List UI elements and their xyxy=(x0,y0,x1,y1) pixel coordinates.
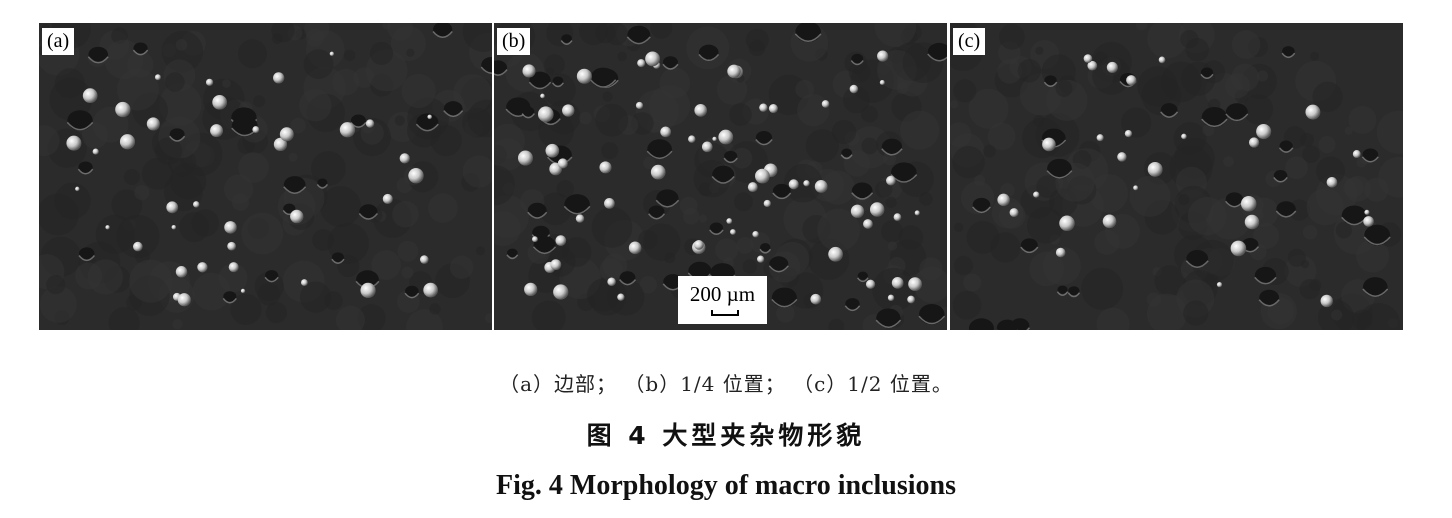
panel-label-a: (a) xyxy=(42,28,75,55)
panel-label-c: (c) xyxy=(953,28,986,55)
figure-caption-chinese: 图 4 大型夹杂物形貌 xyxy=(586,421,866,450)
sem-image-half: (c) xyxy=(950,23,1403,330)
sem-image-edge: (a) xyxy=(39,23,492,330)
scale-bar-label: 200 µm xyxy=(689,282,756,306)
subfigure-caption: （a）边部； （b）1/4 位置； （c）1/2 位置。 xyxy=(499,372,953,396)
scale-bar: 200 µm xyxy=(678,276,767,324)
scale-bar-line xyxy=(711,310,739,316)
sem-image-quarter: (b) 200 µm xyxy=(494,23,947,330)
panel-label-b: (b) xyxy=(497,28,531,55)
micrograph-c xyxy=(950,23,1403,330)
figure-caption-english: Fig. 4 Morphology of macro inclusions xyxy=(496,470,956,501)
micrograph-a xyxy=(39,23,492,330)
micrograph-b xyxy=(494,23,947,330)
